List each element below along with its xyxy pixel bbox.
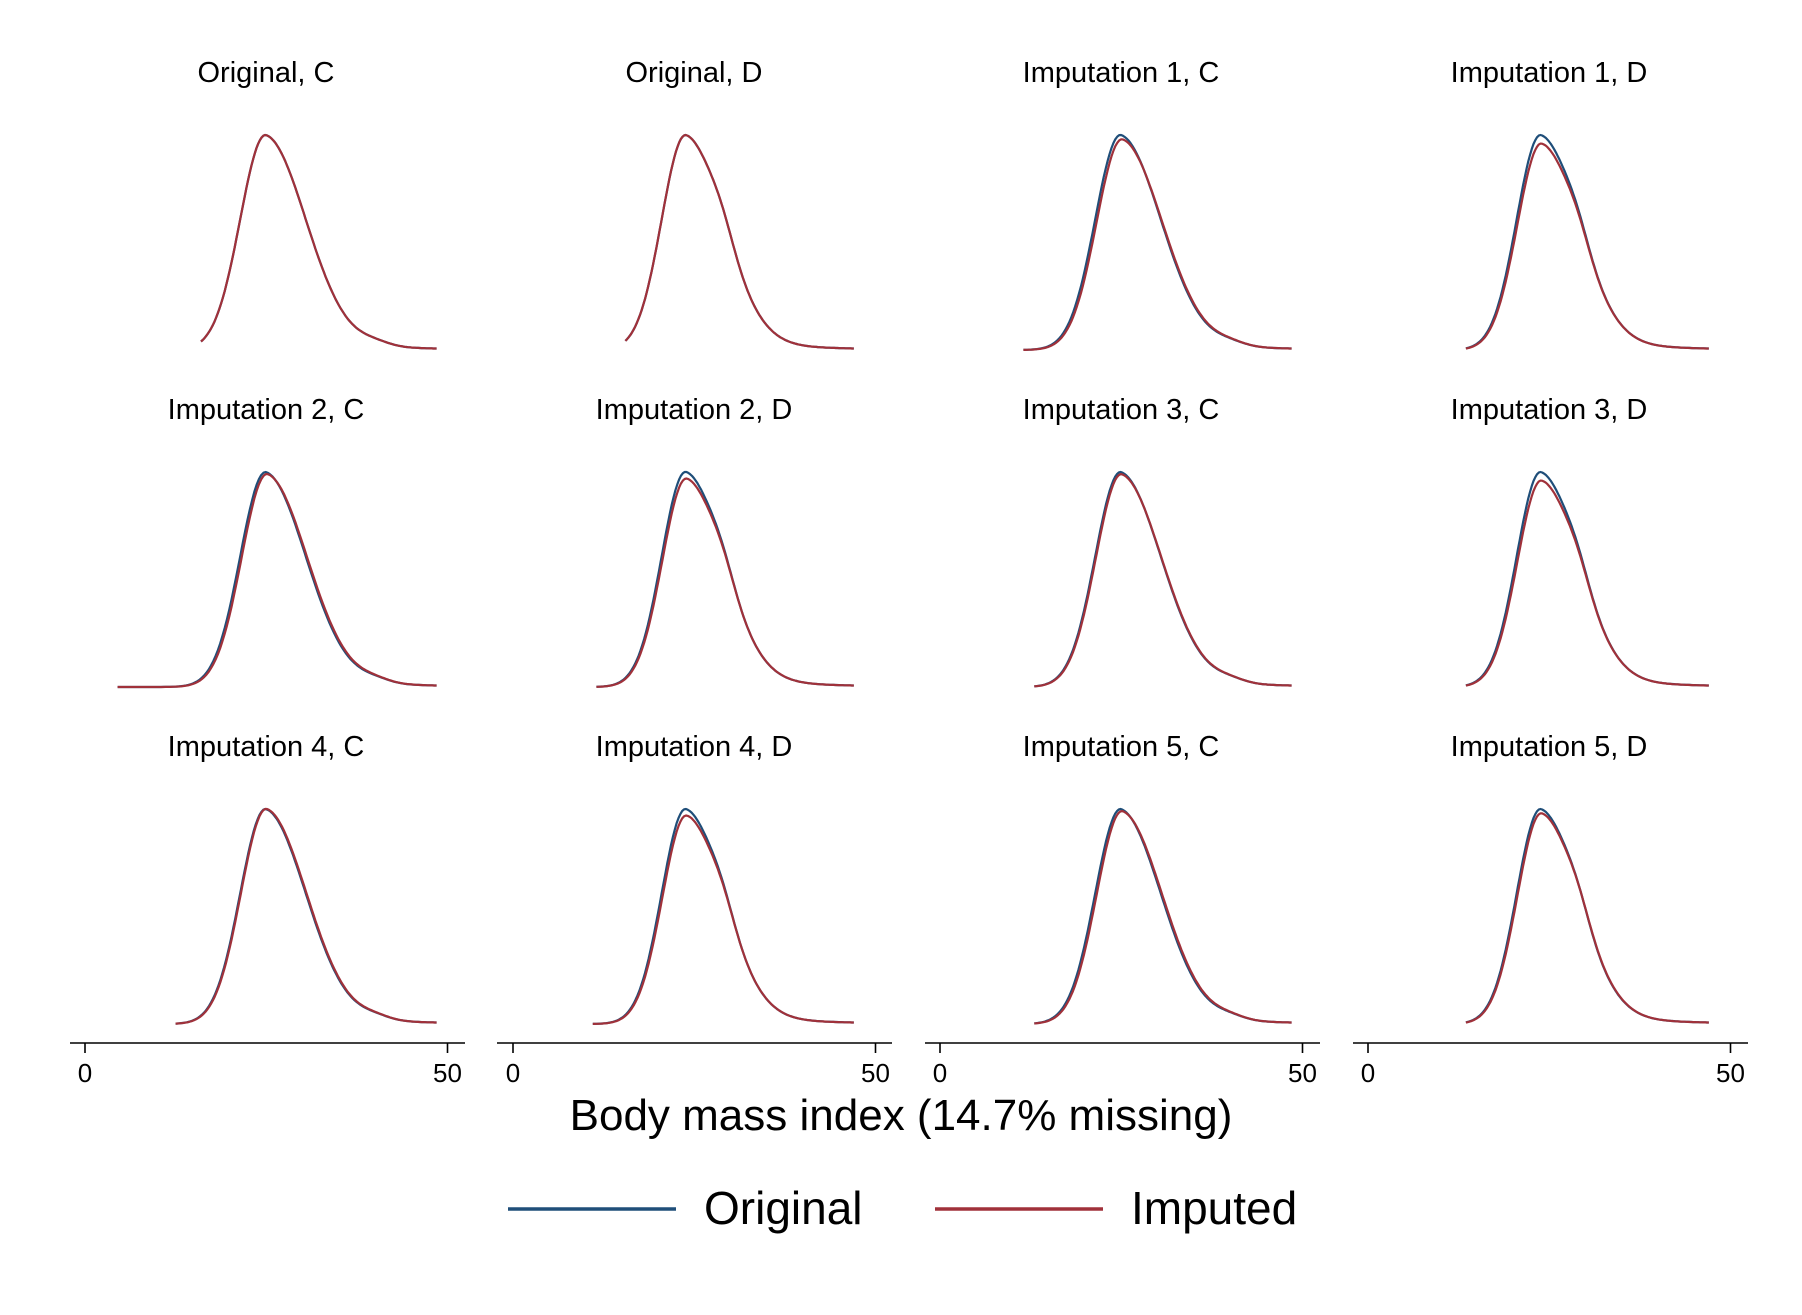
panel-5: Imputation 2, C: [117, 394, 437, 689]
panel-title: Imputation 3, C: [1023, 394, 1220, 426]
panel-3: Imputation 1, C: [1023, 57, 1292, 351]
density-line-original: [117, 470, 437, 689]
density-line-original: [596, 470, 854, 688]
density-line-imputed: [1465, 479, 1709, 687]
x-axis-column-4: 0 50: [1353, 1042, 1748, 1088]
x-axis-title: Body mass index (14.7% missing): [570, 1091, 1233, 1140]
x-tick-label: 50: [433, 1058, 462, 1088]
x-axis-column-3: 0 50: [925, 1042, 1320, 1088]
density-line-imputed: [592, 814, 854, 1026]
panel-title: Imputation 4, C: [168, 731, 365, 763]
x-tick-label: 50: [1288, 1058, 1317, 1088]
x-axis-column-2: 0 50: [497, 1042, 892, 1088]
density-line-imputed: [1465, 142, 1709, 350]
panel-title: Imputation 2, D: [596, 394, 793, 426]
density-line-imputed: [200, 133, 437, 350]
density-line-imputed: [1023, 138, 1292, 351]
panel-2: Original, D: [624, 57, 854, 350]
density-line-imputed: [175, 807, 437, 1025]
density-line-original: [1023, 133, 1292, 351]
x-tick-label: 0: [1361, 1058, 1375, 1088]
panel-1: Original, C: [198, 57, 437, 350]
density-line-imputed: [624, 133, 854, 350]
panel-12: Imputation 5, D: [1451, 731, 1709, 1024]
x-axis-column-1: 0 50: [70, 1042, 465, 1088]
x-axes-layer: 0 50 0 50 0 50 0 50: [70, 1042, 1748, 1088]
panel-title: Imputation 5, D: [1451, 731, 1648, 763]
panel-title: Imputation 2, C: [168, 394, 365, 426]
panel-8: Imputation 3, D: [1451, 394, 1709, 687]
density-line-original: [592, 807, 854, 1025]
panel-title: Imputation 1, C: [1023, 57, 1220, 89]
legend-label-original: Original: [704, 1182, 863, 1234]
panel-10: Imputation 4, D: [592, 731, 854, 1026]
panel-title: Imputation 1, D: [1451, 57, 1648, 89]
panel-title: Imputation 3, D: [1451, 394, 1648, 426]
panel-4: Imputation 1, D: [1451, 57, 1709, 350]
panel-title: Imputation 4, D: [596, 731, 793, 763]
x-tick-label: 50: [1716, 1058, 1745, 1088]
panel-7: Imputation 3, C: [1023, 394, 1292, 688]
density-line-original: [624, 133, 854, 350]
panel-11: Imputation 5, C: [1023, 731, 1292, 1025]
x-tick-label: 50: [861, 1058, 890, 1088]
panels-layer: Original, C Original, D Imputation 1, C Imp…: [117, 57, 1709, 1026]
density-line-imputed: [117, 473, 437, 689]
legend: Original Imputed: [508, 1182, 1297, 1234]
panel-title: Imputation 5, C: [1023, 731, 1220, 763]
density-line-imputed: [1465, 812, 1709, 1024]
density-line-imputed: [1034, 809, 1292, 1025]
x-tick-label: 0: [933, 1058, 947, 1088]
density-line-imputed: [1034, 473, 1292, 688]
density-line-original: [175, 807, 437, 1025]
panel-title: Original, D: [626, 57, 763, 89]
panel-title: Original, C: [198, 57, 335, 89]
x-tick-label: 0: [506, 1058, 520, 1088]
panel-6: Imputation 2, D: [596, 394, 854, 688]
legend-label-imputed: Imputed: [1131, 1182, 1297, 1234]
x-tick-label: 0: [78, 1058, 92, 1088]
panel-9: Imputation 4, C: [168, 731, 437, 1025]
density-line-imputed: [596, 477, 854, 688]
